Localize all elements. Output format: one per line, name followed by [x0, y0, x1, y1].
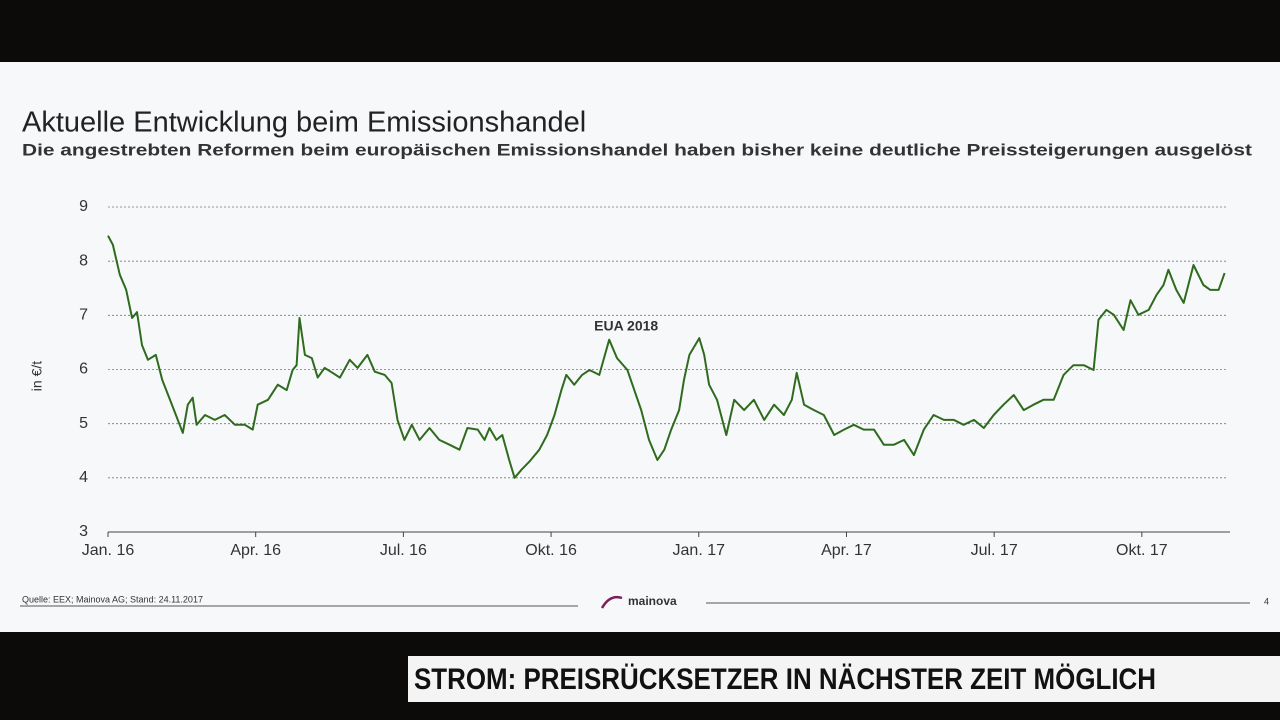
y-tick-label: 6	[79, 361, 88, 378]
slide	[0, 62, 1280, 632]
source: Quelle: EEX; Mainova AG; Stand: 24.11.20…	[22, 594, 203, 604]
y-tick-label: 4	[79, 469, 88, 486]
y-tick-label: 7	[79, 307, 88, 324]
x-tick-label: Jan. 16	[82, 542, 135, 559]
x-tick-label: Okt. 16	[525, 542, 577, 559]
x-tick-label: Jul. 17	[971, 542, 1018, 559]
subtitle: Die angestrebten Reformen beim europäisc…	[22, 141, 1253, 159]
title: Aktuelle Entwicklung beim Emissionshande…	[22, 107, 586, 139]
y-tick-label: 5	[79, 415, 88, 432]
line	[107, 235, 1226, 479]
y-tick-label: 9	[79, 198, 88, 215]
y-tick-label: 8	[79, 252, 88, 269]
page-number: 4	[1264, 596, 1269, 606]
x-tick-label: Jul. 16	[380, 542, 427, 559]
ticker-bar	[408, 656, 1280, 702]
x-tick-label: Jan. 17	[673, 542, 726, 559]
ticker: STROM: PREISRÜCKSETZER IN NÄCHSTER ZEIT …	[414, 663, 1156, 696]
series-label: EUA 2018	[594, 317, 658, 333]
y-axis-label: in €/t	[29, 361, 45, 391]
x-tick-label: Apr. 17	[821, 542, 872, 559]
x-tick-label: Apr. 16	[230, 542, 281, 559]
logo-icon	[600, 595, 623, 609]
y-tick-label: 3	[79, 523, 88, 540]
x-tick-label: Okt. 17	[1116, 542, 1168, 559]
logo: mainova	[628, 594, 677, 608]
